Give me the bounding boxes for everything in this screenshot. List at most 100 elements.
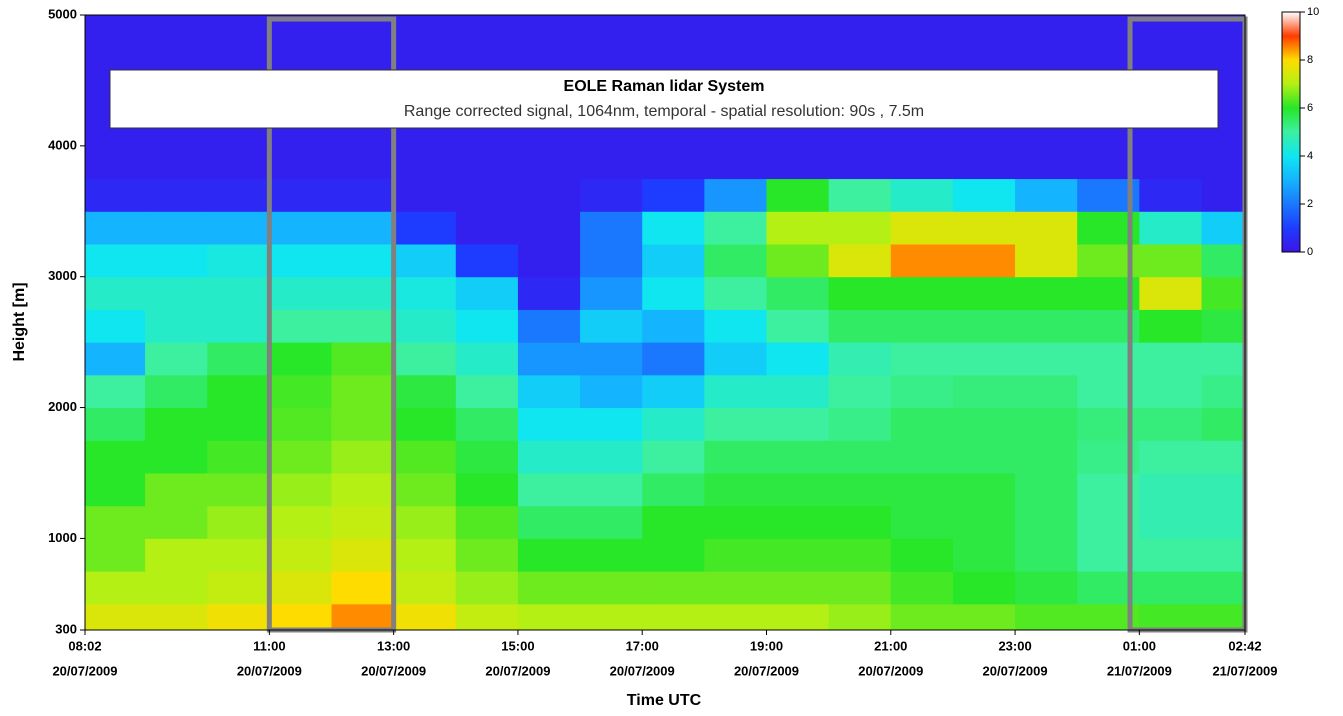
heatmap-cell (455, 538, 519, 572)
heatmap-cell (1139, 309, 1202, 343)
heatmap-cell (704, 440, 768, 474)
heatmap-cell (766, 211, 830, 245)
heatmap-cell (331, 472, 395, 507)
x-tick-date: 20/07/2009 (237, 663, 302, 678)
heatmap-cell (580, 276, 643, 310)
heatmap-cell (145, 440, 208, 474)
heatmap-cell (704, 407, 768, 441)
heatmap-cell (145, 276, 208, 310)
heatmap-cell (455, 603, 519, 631)
heatmap-cell (1201, 243, 1246, 278)
heatmap-cell (393, 538, 457, 572)
heatmap-cell (145, 603, 208, 631)
heatmap-cell (393, 178, 457, 212)
heatmap-cell (890, 178, 954, 212)
heatmap-cell (642, 145, 705, 180)
heatmap-cell (331, 178, 395, 212)
heatmap-cell (580, 407, 643, 441)
heatmap-cell (207, 505, 270, 539)
heatmap-cell (455, 505, 519, 539)
x-tick-date: 20/07/2009 (858, 663, 923, 678)
heatmap-cell (517, 309, 581, 343)
heatmap-cell (642, 374, 705, 409)
heatmap-cell (331, 342, 395, 376)
heatmap-cell (704, 603, 768, 631)
heatmap-cell (207, 145, 270, 180)
heatmap-cell (1015, 178, 1078, 212)
heatmap-cell (766, 472, 830, 507)
y-tick-label: 5000 (48, 6, 77, 21)
colorbar-tick-label: 6 (1307, 102, 1313, 114)
heatmap-cell (828, 178, 892, 212)
heatmap-cell (1201, 603, 1246, 631)
heatmap-cell (331, 440, 395, 474)
heatmap-cell (1201, 538, 1246, 572)
heatmap-cell (952, 145, 1016, 180)
x-tick-label: 01:00 (1123, 638, 1156, 653)
heatmap-cell (269, 538, 333, 572)
x-tick-label: 15:00 (501, 638, 534, 653)
heatmap-cell (269, 505, 333, 539)
x-tick-date: 20/07/2009 (52, 663, 117, 678)
heatmap-cell (704, 505, 768, 539)
heatmap-cell (269, 603, 333, 631)
heatmap-cell (704, 145, 768, 180)
plot-frame (84, 14, 1246, 631)
heatmap-cell (952, 538, 1016, 572)
heatmap-cell (580, 211, 643, 245)
heatmap-cell (85, 309, 146, 343)
x-tick-date: 20/07/2009 (485, 663, 550, 678)
heatmap-cell (642, 440, 705, 474)
heatmap-cell (1139, 472, 1202, 507)
heatmap-cell (1139, 603, 1202, 631)
heatmap-cell (1015, 603, 1078, 631)
heatmap-cell (207, 243, 270, 278)
heatmap-cell (890, 276, 954, 310)
heatmap-cell (145, 571, 208, 605)
heatmap-cell (704, 571, 768, 605)
heatmap-cell (269, 374, 333, 409)
heatmap-cell (1015, 374, 1078, 409)
heatmap-cell (455, 374, 519, 409)
heatmap-cell (952, 309, 1016, 343)
heatmap-cell (455, 571, 519, 605)
heatmap-cell (331, 407, 395, 441)
colorbar-tick-label: 10 (1307, 6, 1319, 18)
heatmap-cell (393, 243, 457, 278)
heatmap-cell (331, 571, 395, 605)
heatmap-cell (145, 211, 208, 245)
heatmap-cell (704, 374, 768, 409)
heatmap-cell (1015, 538, 1078, 572)
heatmap-cell (952, 571, 1016, 605)
heatmap-cell (642, 243, 705, 278)
heatmap-cell (828, 440, 892, 474)
heatmap-cell (1201, 505, 1246, 539)
heatmap-cell (207, 571, 270, 605)
heatmap-cell (580, 538, 643, 572)
heatmap-cell (85, 440, 146, 474)
heatmap-cell (952, 440, 1016, 474)
heatmap-cell (1139, 211, 1202, 245)
heatmap-cell (1015, 571, 1078, 605)
heatmap-cell (269, 472, 333, 507)
heatmap-cell (393, 440, 457, 474)
heatmap-cell (704, 342, 768, 376)
heatmap-cell (828, 472, 892, 507)
heatmap-cell (1139, 440, 1202, 474)
heatmap-cell (580, 472, 643, 507)
heatmap-cell (1201, 374, 1246, 409)
heatmap-cell (952, 603, 1016, 631)
heatmap-cell (1201, 211, 1246, 245)
colorbar-tick-label: 4 (1307, 150, 1313, 162)
heatmap-cell (1139, 505, 1202, 539)
x-tick-label: 23:00 (998, 638, 1031, 653)
heatmap-cell (890, 374, 954, 409)
heatmap-cell (455, 145, 519, 180)
x-tick-label: 11:00 (253, 638, 286, 653)
heatmap-cell (85, 243, 146, 278)
heatmap-cell (580, 505, 643, 539)
heatmap-cell (85, 603, 146, 631)
heatmap-cell (455, 440, 519, 474)
heatmap-cell (145, 407, 208, 441)
heatmap-cell (642, 571, 705, 605)
